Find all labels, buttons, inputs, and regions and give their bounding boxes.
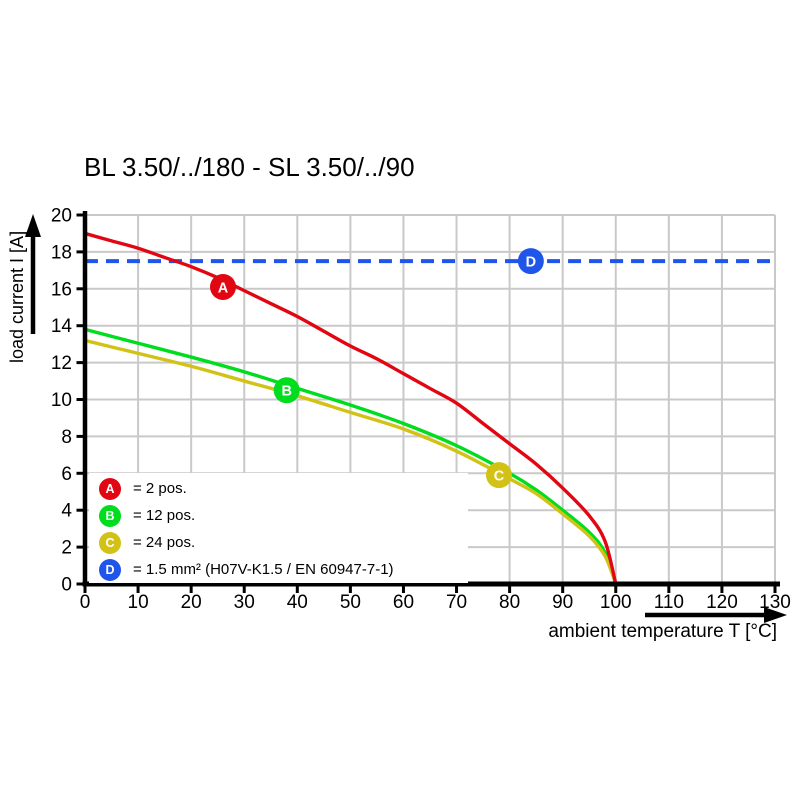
y-tick-label: 18 [51, 242, 72, 263]
marker-B: B [273, 377, 300, 404]
curve-B [83, 327, 618, 586]
legend-item-B: B = 12 pos. [89, 502, 468, 529]
y-tick-label: 10 [51, 390, 72, 411]
marker-letter-C: C [494, 468, 505, 484]
x-tick-label: 90 [552, 592, 573, 613]
x-tick-label: 110 [654, 592, 684, 613]
x-tick-label: 70 [446, 592, 467, 613]
marker-circle-B [273, 377, 300, 404]
marker-letter-B: B [281, 384, 291, 400]
y-tick-label: 8 [61, 427, 72, 448]
y-tick-label: 12 [51, 353, 72, 374]
marker-C: C [486, 462, 512, 489]
legend-label-A: = 2 pos. [133, 480, 187, 497]
y-tick-label: 4 [61, 501, 72, 522]
legend-item-C: C = 24 pos. [89, 529, 468, 556]
x-tick-label: 80 [499, 592, 520, 613]
legend-label-B: = 12 pos. [133, 507, 196, 524]
tick-marks [76, 213, 777, 593]
x-tick-label: 130 [759, 592, 791, 613]
curves [83, 231, 775, 586]
curve-markers: A B C D [210, 248, 544, 489]
marker-letter-D: D [526, 254, 536, 270]
y-tick-label: 6 [61, 464, 72, 485]
x-tick-label: 20 [181, 592, 202, 613]
y-tick-label: 14 [51, 316, 73, 337]
legend-marker-icon-D: D [99, 558, 121, 581]
chart-title: BL 3.50/../180 - SL 3.50/../90 [84, 152, 415, 182]
curve-C [83, 338, 618, 586]
legend-marker-icon-B: B [99, 504, 121, 527]
legend-item-A: A = 2 pos. [89, 475, 468, 502]
marker-D: D [517, 248, 544, 275]
marker-circle-A [210, 273, 236, 300]
legend-marker-icon-A: A [99, 477, 121, 500]
marker-circle-D [517, 248, 544, 275]
legend: A = 2 pos. B = 12 pos. C = 24 pos. D = 1.5 mm² … [89, 473, 468, 583]
x-tick-label: 50 [340, 592, 361, 613]
curve-A [83, 231, 618, 586]
marker-circle-C [486, 462, 512, 489]
legend-label-D: = 1.5 mm² (H07V-K1.5 / EN 60947-7-1) [133, 561, 394, 578]
x-tick-label: 0 [80, 592, 91, 613]
marker-letter-A: A [218, 280, 229, 296]
x-tick-label: 100 [600, 592, 632, 613]
y-tick-label: 20 [51, 206, 72, 227]
legend-item-D: D = 1.5 mm² (H07V-K1.5 / EN 60947-7-1) [89, 556, 468, 583]
y-tick-label: 16 [51, 279, 72, 300]
legend-label-C: = 24 pos. [133, 534, 196, 551]
y-tick-label: 0 [61, 575, 72, 596]
x-axis-title: ambient temperature T [°C] [548, 621, 777, 642]
x-tick-label: 120 [706, 592, 738, 613]
tick-labels: 0 2 4 6 8 10 12 14 16 18 20 0 10 20 30 40 50 60 70 80 90 100 1… [51, 206, 791, 614]
legend-marker-icon-C: C [99, 531, 121, 554]
x-tick-label: 60 [393, 592, 414, 613]
x-tick-label: 10 [128, 592, 149, 613]
x-tick-label: 30 [234, 592, 255, 613]
x-axis-arrow-icon [645, 607, 787, 623]
marker-A: A [210, 273, 236, 300]
y-axis-arrow-icon [25, 214, 41, 334]
x-tick-label: 40 [287, 592, 308, 613]
axes [25, 211, 787, 623]
y-tick-label: 2 [61, 538, 72, 559]
